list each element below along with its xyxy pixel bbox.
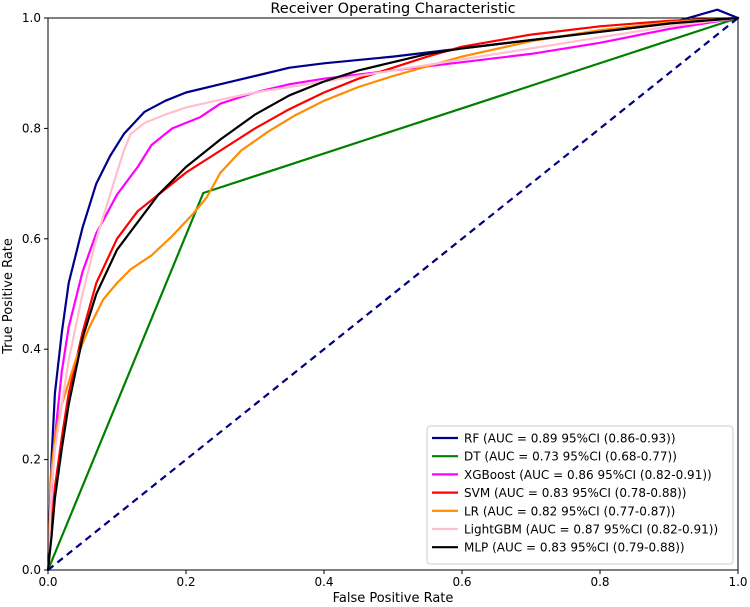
series-line-mlp bbox=[46, 16, 740, 572]
series-line-lr bbox=[46, 16, 740, 572]
series-line-dt bbox=[46, 16, 740, 572]
y-tick-label: 0.6 bbox=[22, 232, 41, 246]
series-line-svm bbox=[46, 16, 740, 572]
legend-label-lr: LR (AUC = 0.82 95%CI (0.77-0.87)) bbox=[464, 504, 675, 518]
legend-label-rf: RF (AUC = 0.89 95%CI (0.86-0.93)) bbox=[464, 432, 676, 446]
legend-label-mlp: MLP (AUC = 0.83 95%CI (0.79-0.88)) bbox=[464, 541, 685, 555]
series-line-xgboost bbox=[46, 16, 740, 572]
legend-label-xgboost: XGBoost (AUC = 0.86 95%CI (0.82-0.91)) bbox=[464, 468, 712, 482]
legend-label-svm: SVM (AUC = 0.83 95%CI (0.78-0.88)) bbox=[464, 486, 686, 500]
y-tick-label: 0.0 bbox=[22, 563, 41, 577]
y-tick-label: 1.0 bbox=[22, 11, 41, 25]
plot-area-frame bbox=[47, 17, 739, 571]
x-tick-label: 0.4 bbox=[314, 575, 333, 589]
chart-title: Receiver Operating Characteristic bbox=[270, 1, 515, 17]
x-axis-label: False Positive Rate bbox=[333, 591, 454, 606]
legend: RF (AUC = 0.89 95%CI (0.86-0.93)) DT (AUC… bbox=[426, 425, 734, 565]
plot-lines bbox=[46, 8, 740, 572]
legend-box bbox=[426, 425, 734, 565]
y-axis-label: True Positive Rate bbox=[1, 238, 16, 355]
x-tick-label: 0.6 bbox=[452, 575, 471, 589]
y-tick-label: 0.8 bbox=[22, 121, 41, 135]
x-tick-label: 0.8 bbox=[590, 575, 609, 589]
x-tick-label: 0.2 bbox=[176, 575, 195, 589]
series-line-lightgbm bbox=[46, 16, 740, 572]
x-tick-label: 1.0 bbox=[728, 575, 747, 589]
y-tick-label: 0.2 bbox=[22, 453, 41, 467]
y-tick-label: 0.4 bbox=[22, 342, 41, 356]
x-tick-label: 0.0 bbox=[38, 575, 57, 589]
chance-diagonal-line bbox=[47, 17, 739, 571]
legend-label-lightgbm: LightGBM (AUC = 0.87 95%CI (0.82-0.91)) bbox=[464, 523, 718, 537]
legend-label-dt: DT (AUC = 0.73 95%CI (0.68-0.77)) bbox=[464, 450, 677, 464]
axis-ticks: 0.0 0.2 0.4 0.6 0.8 1.0 0.0 0.2 0.4 0.6 0.8 1.0 bbox=[22, 11, 748, 589]
